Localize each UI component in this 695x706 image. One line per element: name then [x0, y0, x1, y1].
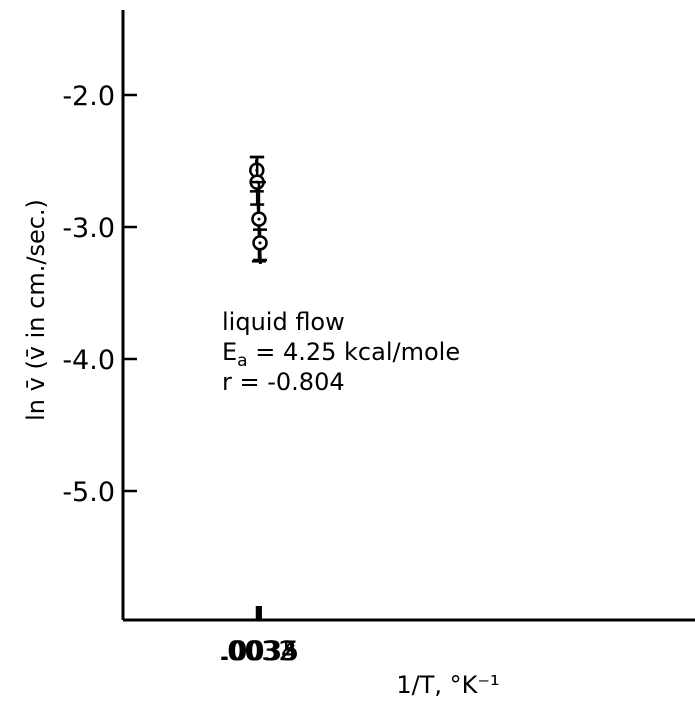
- x-ticks: .0032.0033.0034.0035: [218, 606, 299, 667]
- y-tick-label: -3.0: [62, 213, 115, 244]
- x-tick-label: .0034: [221, 636, 298, 667]
- y-tick-label: -4.0: [62, 345, 115, 376]
- y-tick-label: -2.0: [62, 81, 115, 112]
- data-point: [252, 228, 268, 262]
- y-tick-label: -5.0: [62, 477, 115, 508]
- annotation-line-3: r = -0.804: [222, 368, 345, 396]
- annotation: liquid flow Ea = 4.25 kcal/mole r = -0.8…: [222, 308, 460, 396]
- y-ticks: -2.0 -3.0 -4.0 -5.0: [62, 81, 137, 508]
- x-axis-label: 1/T, °K⁻¹: [396, 671, 499, 699]
- point-center: [257, 217, 261, 221]
- point-center: [258, 241, 262, 245]
- x-tick-label: .0033: [220, 636, 297, 667]
- annotation-line-1: liquid flow: [222, 308, 345, 336]
- data-point: [249, 155, 265, 206]
- x-tick-label: .0035: [222, 636, 299, 667]
- annotation-line-2: Ea = 4.25 kcal/mole: [222, 338, 460, 371]
- y-axis-label: ln v̄ (v̄ in cm./sec.): [22, 199, 50, 421]
- data-points: [249, 155, 268, 263]
- x-tick-label: .0032: [218, 636, 295, 667]
